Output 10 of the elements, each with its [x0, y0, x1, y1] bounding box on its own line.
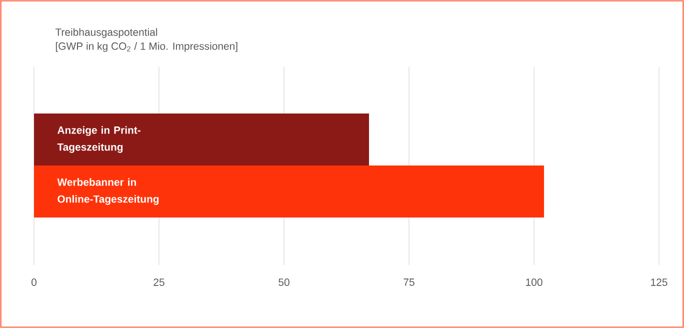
- chart-subtitle: [GWP in kg CO$_{2}$ / 1 Mio. Impressionen]: [56, 42, 238, 52]
- y-tick-label: Werbebanner in Online-Tageszeitung: [57, 178, 159, 205]
- x-tick-label: 50: [278, 278, 290, 286]
- x-tick-label: 25: [154, 278, 164, 286]
- y-tick-label: Anzeige in Print-Tageszeitung: [57, 126, 140, 153]
- x-tick-label: 125: [651, 278, 668, 286]
- x-tick-label: 0: [32, 278, 36, 286]
- x-tick-label: 75: [404, 278, 414, 286]
- x-tick-label: 100: [526, 278, 542, 286]
- chart-title: Treibhausgaspotential: [55, 28, 158, 38]
